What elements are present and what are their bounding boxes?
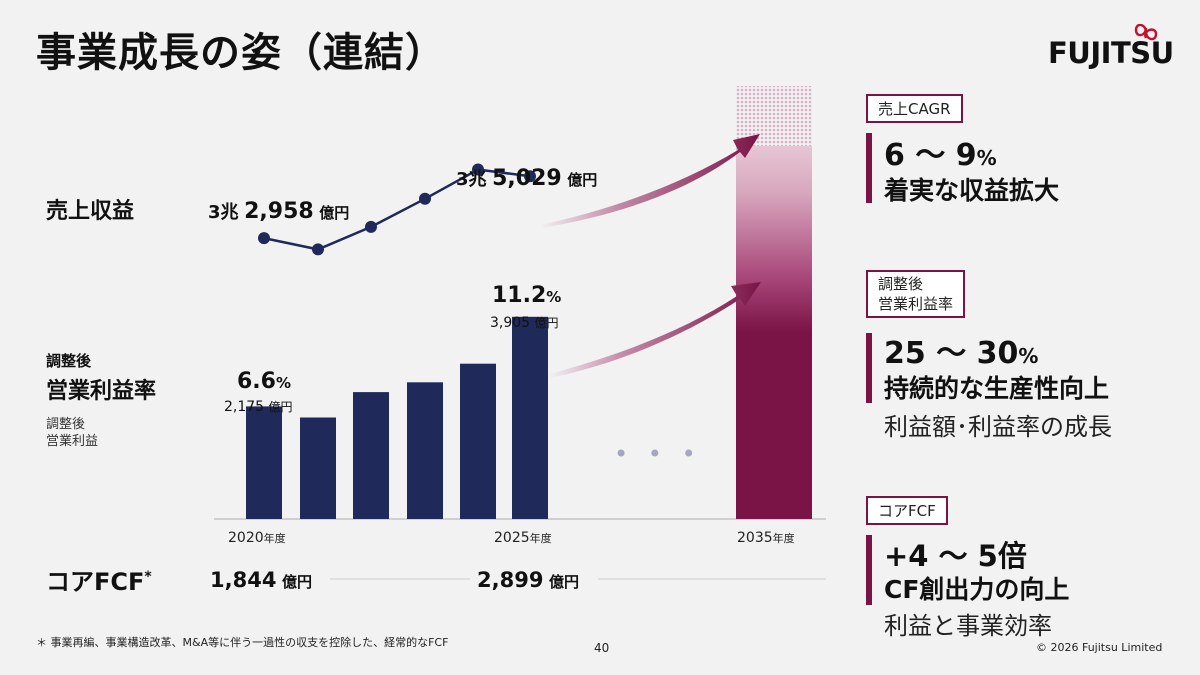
target-bar-2035 — [736, 146, 812, 519]
year-2025-label: 2025年度 — [494, 530, 552, 546]
fujitsu-logo: FUJITSU — [1046, 24, 1174, 74]
fcf-accent-bar — [866, 535, 872, 605]
revenue-point-2024 — [472, 163, 484, 176]
revenue-label: 売上収益 — [46, 199, 135, 224]
fcf-box: コアFCF — [866, 496, 948, 525]
cagr-accent-bar — [866, 133, 872, 203]
year-2035-label: 2035年度 — [737, 530, 795, 546]
profit-label-2: 営業利益 — [46, 434, 99, 449]
cagr-desc: 着実な収益拡大 — [884, 176, 1060, 205]
profit-bar-2020 — [246, 406, 282, 519]
profit-bar-2022 — [353, 392, 389, 519]
fcf-label: コアFCF* — [46, 568, 152, 596]
revenue-point-2025 — [524, 170, 536, 183]
profit-bar-2023 — [407, 382, 443, 519]
margin-sub: 利益額･利益率の成長 — [884, 413, 1112, 441]
revenue-end-label: 3兆 5,029 億円 — [456, 166, 598, 191]
target-bar-hatch — [736, 86, 812, 146]
margin-value: 25 ～ 30% — [884, 336, 1039, 371]
fcf-sub: 利益と事業効率 — [884, 612, 1052, 640]
fcf-start-value: 1,844 億円 — [210, 568, 313, 592]
infinity-logo-icon — [1134, 24, 1158, 41]
margin-desc: 持続的な生産性向上 — [884, 374, 1110, 403]
revenue-point-2021 — [312, 243, 324, 256]
profit-bar-2021 — [300, 417, 336, 519]
revenue-line — [263, 168, 531, 251]
margin-accent-bar — [866, 333, 872, 403]
fcf-end-value: 2,899 億円 — [477, 568, 580, 592]
page-title: 事業成長の姿（連結） — [36, 30, 446, 76]
page-number: 40 — [594, 641, 610, 655]
margin-box: 調整後 営業利益率 — [866, 270, 966, 318]
revenue-point-2023 — [419, 192, 431, 205]
footnote: ＊ 事業再編、事業構造改革、M&A等に伴う一過性の収支を控除した、経常的なFCF — [36, 636, 449, 649]
profit-growth-arrow — [549, 282, 761, 378]
profit-end-amount: 3,905 億円 — [490, 315, 559, 331]
fcf-desc: CF創出力の向上 — [884, 575, 1070, 604]
margin-start-pct: 6.6% — [237, 369, 292, 394]
margin-label-small: 調整後 — [46, 352, 92, 370]
revenue-point-2022 — [365, 220, 377, 233]
profit-bar-2025 — [512, 316, 548, 519]
revenue-point-2020 — [258, 232, 270, 245]
copyright: © 2026 Fujitsu Limited — [1036, 641, 1163, 654]
cagr-box: 売上CAGR — [866, 94, 963, 123]
year-2020-label: 2020年度 — [228, 530, 286, 546]
fcf-multiplier: +4 ～ 5倍 — [884, 539, 1027, 573]
ellipsis-dots: • • • — [614, 440, 702, 468]
profit-bar-2024 — [460, 363, 496, 519]
revenue-growth-arrow — [540, 134, 760, 228]
profit-label-1: 調整後 — [46, 417, 86, 432]
revenue-start-label: 3兆 2,958 億円 — [208, 199, 350, 224]
cagr-value: 6 ～ 9% — [884, 138, 997, 173]
margin-label: 営業利益率 — [46, 379, 157, 404]
margin-end-pct: 11.2% — [492, 283, 562, 308]
profit-start-amount: 2,175 億円 — [224, 399, 293, 415]
